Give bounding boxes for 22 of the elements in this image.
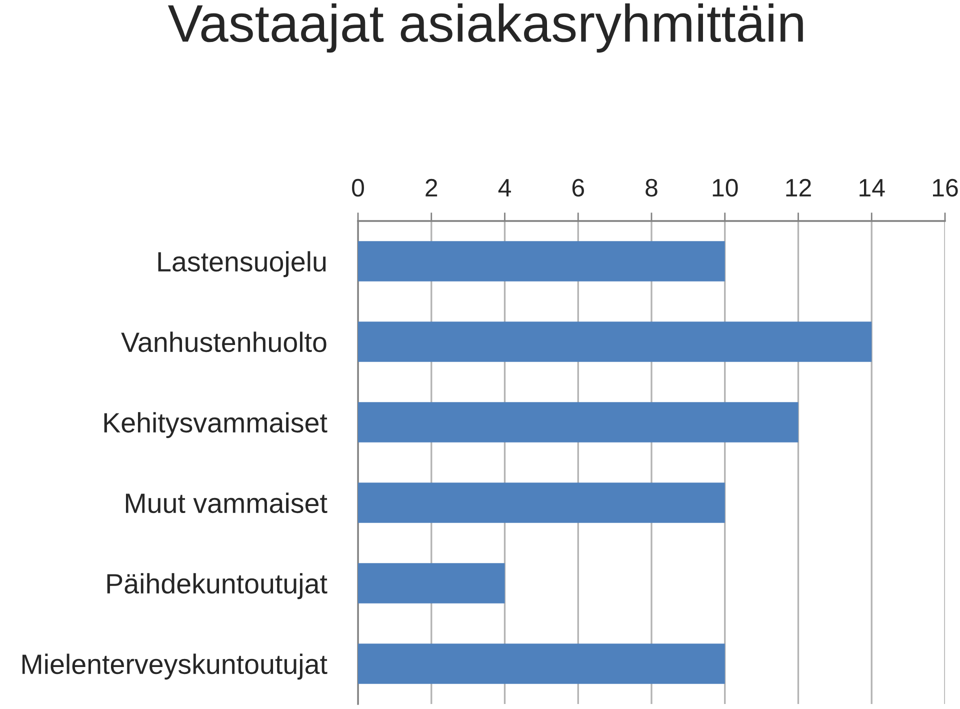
bar [358, 563, 505, 604]
x-tick-label: 8 [646, 178, 658, 197]
y-tick-label: Muut vammaiset [126, 492, 328, 514]
y-tick-label: Kehitysvammaiset [104, 412, 328, 438]
x-tick-label: 0 [352, 178, 364, 197]
bar [358, 402, 798, 442]
y-tick-label: Lastensuojelu [158, 251, 326, 278]
y-tick-label: Päihdekuntoutujat [107, 573, 328, 600]
x-tick-label: 14 [860, 179, 885, 196]
chart-title: Vastaajat asiakasryhmittäin [168, 3, 803, 53]
x-tick-label: 6 [572, 178, 584, 197]
x-tick-label: 2 [426, 178, 438, 196]
x-tick-label: 10 [712, 178, 738, 197]
x-tick-label: 4 [498, 179, 511, 196]
bar [358, 482, 725, 523]
bar [358, 241, 725, 282]
y-tick-label: Mielenterveyskuntoutujat [22, 654, 328, 680]
x-tick-label: 16 [933, 178, 958, 197]
x-tick-label: 12 [786, 178, 811, 196]
bar [358, 322, 872, 362]
bar [358, 644, 725, 684]
y-tick-label: Vanhustenhuolto [121, 332, 326, 352]
